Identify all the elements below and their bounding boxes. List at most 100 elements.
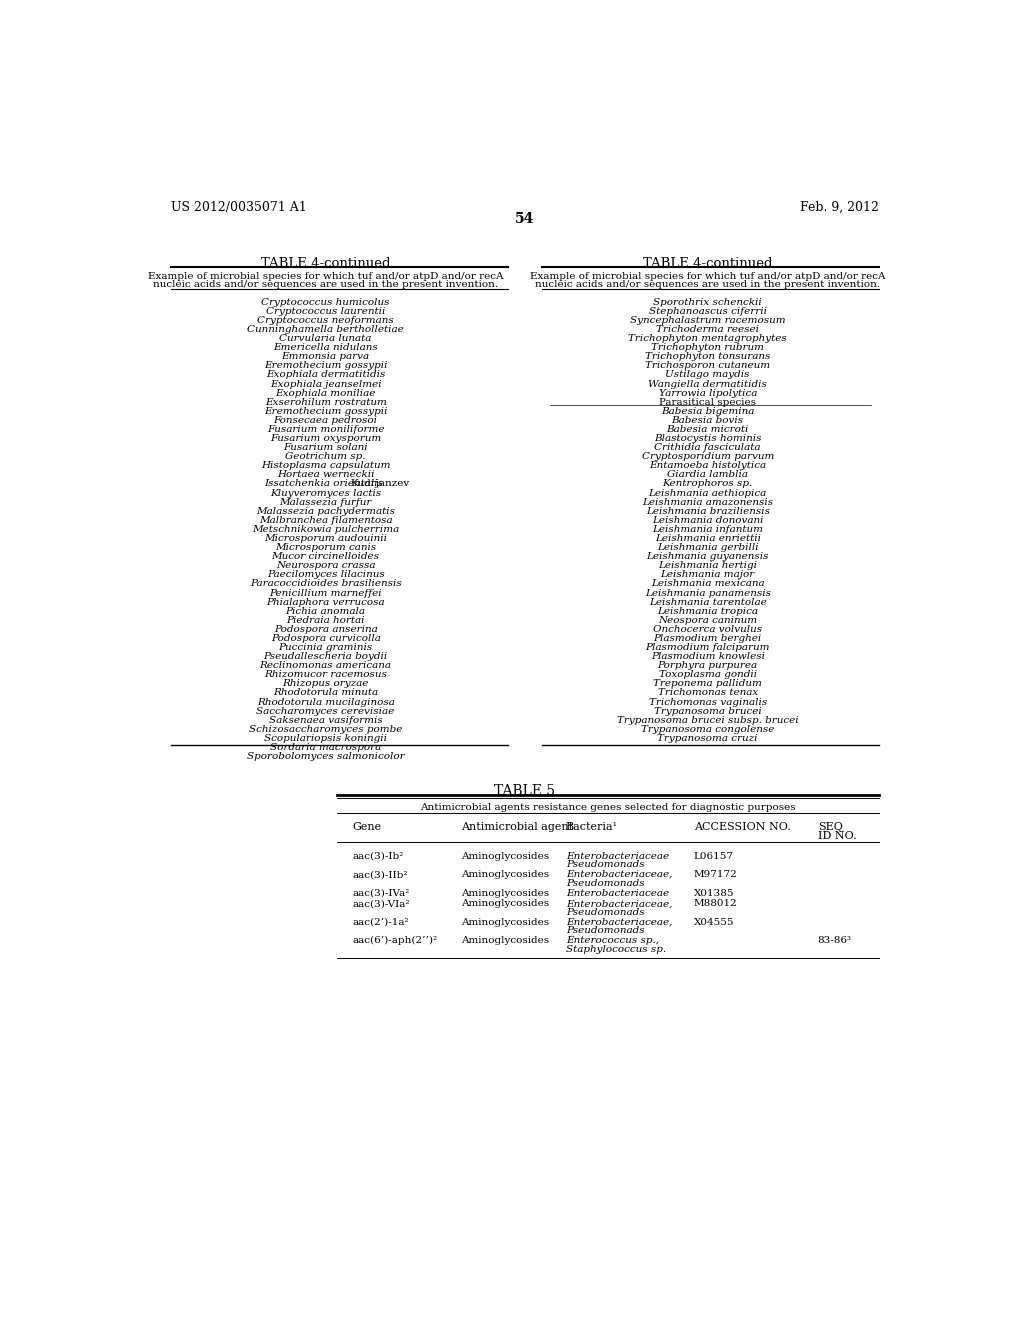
Text: Plasmodium knowlesi: Plasmodium knowlesi: [650, 652, 765, 661]
Text: Fusarium moniliforme: Fusarium moniliforme: [267, 425, 384, 434]
Text: Leishmania gerbilli: Leishmania gerbilli: [656, 543, 759, 552]
Text: Parasitical species: Parasitical species: [659, 397, 756, 407]
Text: Antimicrobial agent: Antimicrobial agent: [461, 822, 573, 833]
Text: Exophiala moniliae: Exophiala moniliae: [275, 388, 376, 397]
Text: Leishmania amazonensis: Leishmania amazonensis: [642, 498, 773, 507]
Text: Podospora curvicolla: Podospora curvicolla: [270, 634, 381, 643]
Text: nucleic acids and/or sequences are used in the present invention.: nucleic acids and/or sequences are used …: [153, 280, 499, 289]
Text: Kentrophoros sp.: Kentrophoros sp.: [663, 479, 753, 488]
Text: Malbranchea filamentosa: Malbranchea filamentosa: [259, 516, 392, 525]
Text: Babesia bigemina: Babesia bigemina: [662, 407, 755, 416]
Text: Feb. 9, 2012: Feb. 9, 2012: [800, 201, 879, 214]
Text: Rhizopus oryzae: Rhizopus oryzae: [283, 680, 369, 689]
Text: Example of microbial species for which tuf and/or atpD and/or recA: Example of microbial species for which t…: [147, 272, 504, 281]
Text: Paecilomyces lilacinus: Paecilomyces lilacinus: [266, 570, 384, 579]
Text: Enterobacteriaceae: Enterobacteriaceae: [566, 851, 669, 861]
Text: Trichophyton mentagrophytes: Trichophyton mentagrophytes: [629, 334, 787, 343]
Text: Trichomonas vaginalis: Trichomonas vaginalis: [648, 697, 767, 706]
Text: TABLE 4-continued: TABLE 4-continued: [643, 257, 772, 271]
Text: Sordaria macrospora: Sordaria macrospora: [270, 743, 381, 752]
Text: Saksenaea vasiformis: Saksenaea vasiformis: [268, 715, 383, 725]
Text: Enterobacteriaceae,: Enterobacteriaceae,: [566, 899, 672, 908]
Text: aac(3)-IIb²: aac(3)-IIb²: [352, 870, 409, 879]
Text: Trypanosoma brucei: Trypanosoma brucei: [654, 706, 762, 715]
Text: Yarrowia lipolytica: Yarrowia lipolytica: [658, 388, 757, 397]
Text: Cryptococcus laurentii: Cryptococcus laurentii: [266, 306, 385, 315]
Text: Piedraia hortai: Piedraia hortai: [287, 615, 365, 624]
Text: TABLE 5: TABLE 5: [495, 784, 555, 797]
Text: Paracoccidioides brasiliensis: Paracoccidioides brasiliensis: [250, 579, 401, 589]
Text: Reclinomonas americana: Reclinomonas americana: [260, 661, 391, 671]
Text: nucleic acids and/or sequences are used in the present invention.: nucleic acids and/or sequences are used …: [536, 280, 881, 289]
Text: Example of microbial species for which tuf and/or atpD and/or recA: Example of microbial species for which t…: [530, 272, 886, 281]
Text: L06157: L06157: [693, 851, 734, 861]
Text: Leishmania infantum: Leishmania infantum: [652, 525, 763, 533]
Text: Penicillium marneffei: Penicillium marneffei: [269, 589, 382, 598]
Text: TABLE 4-continued: TABLE 4-continued: [261, 257, 390, 271]
Text: Leishmania enriettii: Leishmania enriettii: [654, 535, 761, 543]
Text: Ustilago maydis: Ustilago maydis: [666, 371, 750, 379]
Text: Fusarium oxysporum: Fusarium oxysporum: [270, 434, 381, 444]
Text: Leishmania mexicana: Leishmania mexicana: [651, 579, 765, 589]
Text: Rhizomucor racemosus: Rhizomucor racemosus: [264, 671, 387, 680]
Text: Scopulariopsis koningii: Scopulariopsis koningii: [264, 734, 387, 743]
Text: Eremothecium gossypii: Eremothecium gossypii: [264, 407, 387, 416]
Text: Toxoplasma gondii: Toxoplasma gondii: [658, 671, 757, 680]
Text: Emmonsia parva: Emmonsia parva: [282, 352, 370, 362]
Text: Babesia bovis: Babesia bovis: [672, 416, 743, 425]
Text: Enterobacteriaceae: Enterobacteriaceae: [566, 888, 669, 898]
Text: Histoplasma capsulatum: Histoplasma capsulatum: [261, 461, 390, 470]
Text: Kluyveromyces lactis: Kluyveromyces lactis: [270, 488, 381, 498]
Text: ID NO.: ID NO.: [818, 830, 856, 841]
Text: Porphyra purpurea: Porphyra purpurea: [657, 661, 758, 671]
Text: Aminoglycosides: Aminoglycosides: [461, 851, 549, 861]
Text: Entamoeba histolytica: Entamoeba histolytica: [649, 461, 766, 470]
Text: Pseudomonads: Pseudomonads: [566, 927, 644, 936]
Text: Sporobolomyces salmonicolor: Sporobolomyces salmonicolor: [247, 752, 404, 762]
Text: Puccinia graminis: Puccinia graminis: [279, 643, 373, 652]
Text: Rhodotorula minuta: Rhodotorula minuta: [273, 689, 378, 697]
Text: Syncephalastrum racemosum: Syncephalastrum racemosum: [630, 315, 785, 325]
Text: Staphylococcus sp.: Staphylococcus sp.: [566, 945, 666, 954]
Text: Leishmania braziliensis: Leishmania braziliensis: [646, 507, 770, 516]
Text: Aminoglycosides: Aminoglycosides: [461, 899, 549, 908]
Text: Saccharomyces cerevisiae: Saccharomyces cerevisiae: [256, 706, 394, 715]
Text: Cunninghamella bertholletiae: Cunninghamella bertholletiae: [247, 325, 404, 334]
Text: Cryptococcus neoformans: Cryptococcus neoformans: [257, 315, 394, 325]
Text: Pichia anomala: Pichia anomala: [286, 607, 366, 615]
Text: aac(3)-Ib²: aac(3)-Ib²: [352, 851, 404, 861]
Text: Blastocystis hominis: Blastocystis hominis: [654, 434, 762, 444]
Text: aac(6’)-aph(2’’)²: aac(6’)-aph(2’’)²: [352, 936, 438, 945]
Text: Leishmania hertigi: Leishmania hertigi: [658, 561, 757, 570]
Text: Fonsecaea pedrosoi: Fonsecaea pedrosoi: [273, 416, 378, 425]
Text: Leishmania tropica: Leishmania tropica: [657, 607, 758, 615]
Text: ACCESSION NO.: ACCESSION NO.: [693, 822, 791, 833]
Text: Trypanosoma cruzi: Trypanosoma cruzi: [657, 734, 758, 743]
Text: Sporothrix schenckii: Sporothrix schenckii: [653, 298, 762, 306]
Text: Kudrjanzev: Kudrjanzev: [350, 479, 410, 488]
Text: Eremothecium gossypii: Eremothecium gossypii: [264, 362, 387, 371]
Text: Microsporum canis: Microsporum canis: [275, 543, 376, 552]
Text: Onchocerca volvulus: Onchocerca volvulus: [653, 624, 762, 634]
Text: X04555: X04555: [693, 917, 734, 927]
Text: Crithidia fasciculata: Crithidia fasciculata: [654, 444, 761, 453]
Text: Aminoglycosides: Aminoglycosides: [461, 917, 549, 927]
Text: Exophiala dermatitidis: Exophiala dermatitidis: [266, 371, 385, 379]
Text: Fusarium solani: Fusarium solani: [284, 444, 368, 453]
Text: Pseudomonads: Pseudomonads: [566, 861, 644, 869]
Text: Enterobacteriaceae,: Enterobacteriaceae,: [566, 917, 672, 927]
Text: 54: 54: [515, 213, 535, 226]
Text: Cryptosporidium parvum: Cryptosporidium parvum: [641, 453, 774, 461]
Text: Geotrichum sp.: Geotrichum sp.: [286, 453, 366, 461]
Text: Aminoglycosides: Aminoglycosides: [461, 870, 549, 879]
Text: Malassezia furfur: Malassezia furfur: [280, 498, 372, 507]
Text: Treponema pallidum: Treponema pallidum: [653, 680, 762, 689]
Text: Aminoglycosides: Aminoglycosides: [461, 936, 549, 945]
Text: Exophiala jeanselmei: Exophiala jeanselmei: [269, 380, 381, 388]
Text: Leishmania guyanensis: Leishmania guyanensis: [646, 552, 769, 561]
Text: Gene: Gene: [352, 822, 382, 833]
Text: Babesia microti: Babesia microti: [667, 425, 749, 434]
Text: Neospora caninum: Neospora caninum: [658, 615, 758, 624]
Text: Issatchenkia orientalis: Issatchenkia orientalis: [264, 479, 387, 488]
Text: Cryptococcus humicolus: Cryptococcus humicolus: [261, 298, 390, 306]
